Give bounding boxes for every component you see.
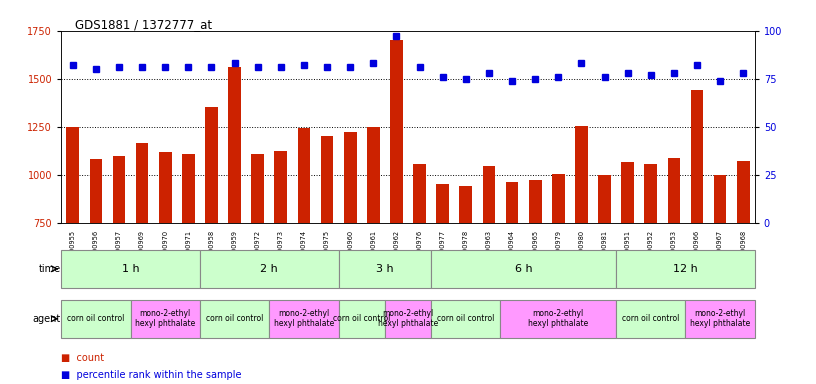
Bar bbox=[645, 164, 657, 223]
Bar bbox=[482, 167, 495, 223]
Bar bbox=[385, 300, 431, 338]
Bar bbox=[667, 159, 681, 223]
Bar bbox=[269, 300, 339, 338]
Bar bbox=[575, 126, 588, 223]
Bar bbox=[459, 186, 472, 223]
Bar bbox=[552, 174, 565, 223]
Bar bbox=[685, 300, 755, 338]
Bar bbox=[159, 152, 171, 223]
Bar bbox=[529, 180, 542, 223]
Bar bbox=[200, 250, 339, 288]
Text: ■  percentile rank within the sample: ■ percentile rank within the sample bbox=[61, 370, 242, 380]
Text: corn oil control: corn oil control bbox=[333, 314, 390, 323]
Text: corn oil control: corn oil control bbox=[622, 314, 680, 323]
Text: mono-2-ethyl
hexyl phthalate: mono-2-ethyl hexyl phthalate bbox=[690, 309, 750, 328]
Bar bbox=[367, 127, 379, 223]
Bar bbox=[344, 132, 357, 223]
Text: ■  count: ■ count bbox=[61, 353, 104, 363]
Text: mono-2-ethyl
hexyl phthalate: mono-2-ethyl hexyl phthalate bbox=[528, 309, 588, 328]
Bar bbox=[621, 162, 634, 223]
Text: 2 h: 2 h bbox=[260, 264, 278, 274]
Bar bbox=[431, 300, 500, 338]
Text: corn oil control: corn oil control bbox=[206, 314, 264, 323]
Bar bbox=[506, 182, 518, 223]
Bar bbox=[66, 127, 79, 223]
Text: GDS1881 / 1372777_at: GDS1881 / 1372777_at bbox=[75, 18, 212, 31]
Bar bbox=[413, 164, 426, 223]
Bar bbox=[598, 175, 611, 223]
Bar bbox=[390, 40, 403, 223]
Bar bbox=[714, 175, 726, 223]
Bar bbox=[298, 127, 310, 223]
Bar bbox=[339, 250, 431, 288]
Bar bbox=[205, 107, 218, 223]
Bar bbox=[321, 136, 334, 223]
Bar bbox=[500, 300, 616, 338]
Text: corn oil control: corn oil control bbox=[67, 314, 125, 323]
Bar bbox=[61, 250, 200, 288]
Bar bbox=[182, 154, 195, 223]
Text: corn oil control: corn oil control bbox=[437, 314, 494, 323]
Bar bbox=[61, 300, 131, 338]
Bar bbox=[228, 67, 241, 223]
Text: agent: agent bbox=[33, 314, 60, 324]
Text: time: time bbox=[38, 264, 60, 274]
Bar bbox=[616, 300, 685, 338]
Bar bbox=[274, 151, 287, 223]
Bar bbox=[90, 159, 102, 223]
Bar bbox=[339, 300, 385, 338]
Text: 3 h: 3 h bbox=[376, 264, 393, 274]
Text: 12 h: 12 h bbox=[673, 264, 698, 274]
Text: mono-2-ethyl
hexyl phthalate: mono-2-ethyl hexyl phthalate bbox=[378, 309, 438, 328]
Bar bbox=[437, 184, 449, 223]
Bar bbox=[431, 250, 616, 288]
Bar bbox=[200, 300, 269, 338]
Text: 1 h: 1 h bbox=[122, 264, 140, 274]
Bar bbox=[690, 90, 703, 223]
Bar bbox=[616, 250, 755, 288]
Text: 6 h: 6 h bbox=[515, 264, 532, 274]
Text: mono-2-ethyl
hexyl phthalate: mono-2-ethyl hexyl phthalate bbox=[274, 309, 334, 328]
Bar bbox=[131, 300, 200, 338]
Bar bbox=[251, 154, 264, 223]
Bar bbox=[113, 156, 126, 223]
Text: mono-2-ethyl
hexyl phthalate: mono-2-ethyl hexyl phthalate bbox=[135, 309, 195, 328]
Bar bbox=[737, 161, 750, 223]
Bar bbox=[135, 144, 149, 223]
